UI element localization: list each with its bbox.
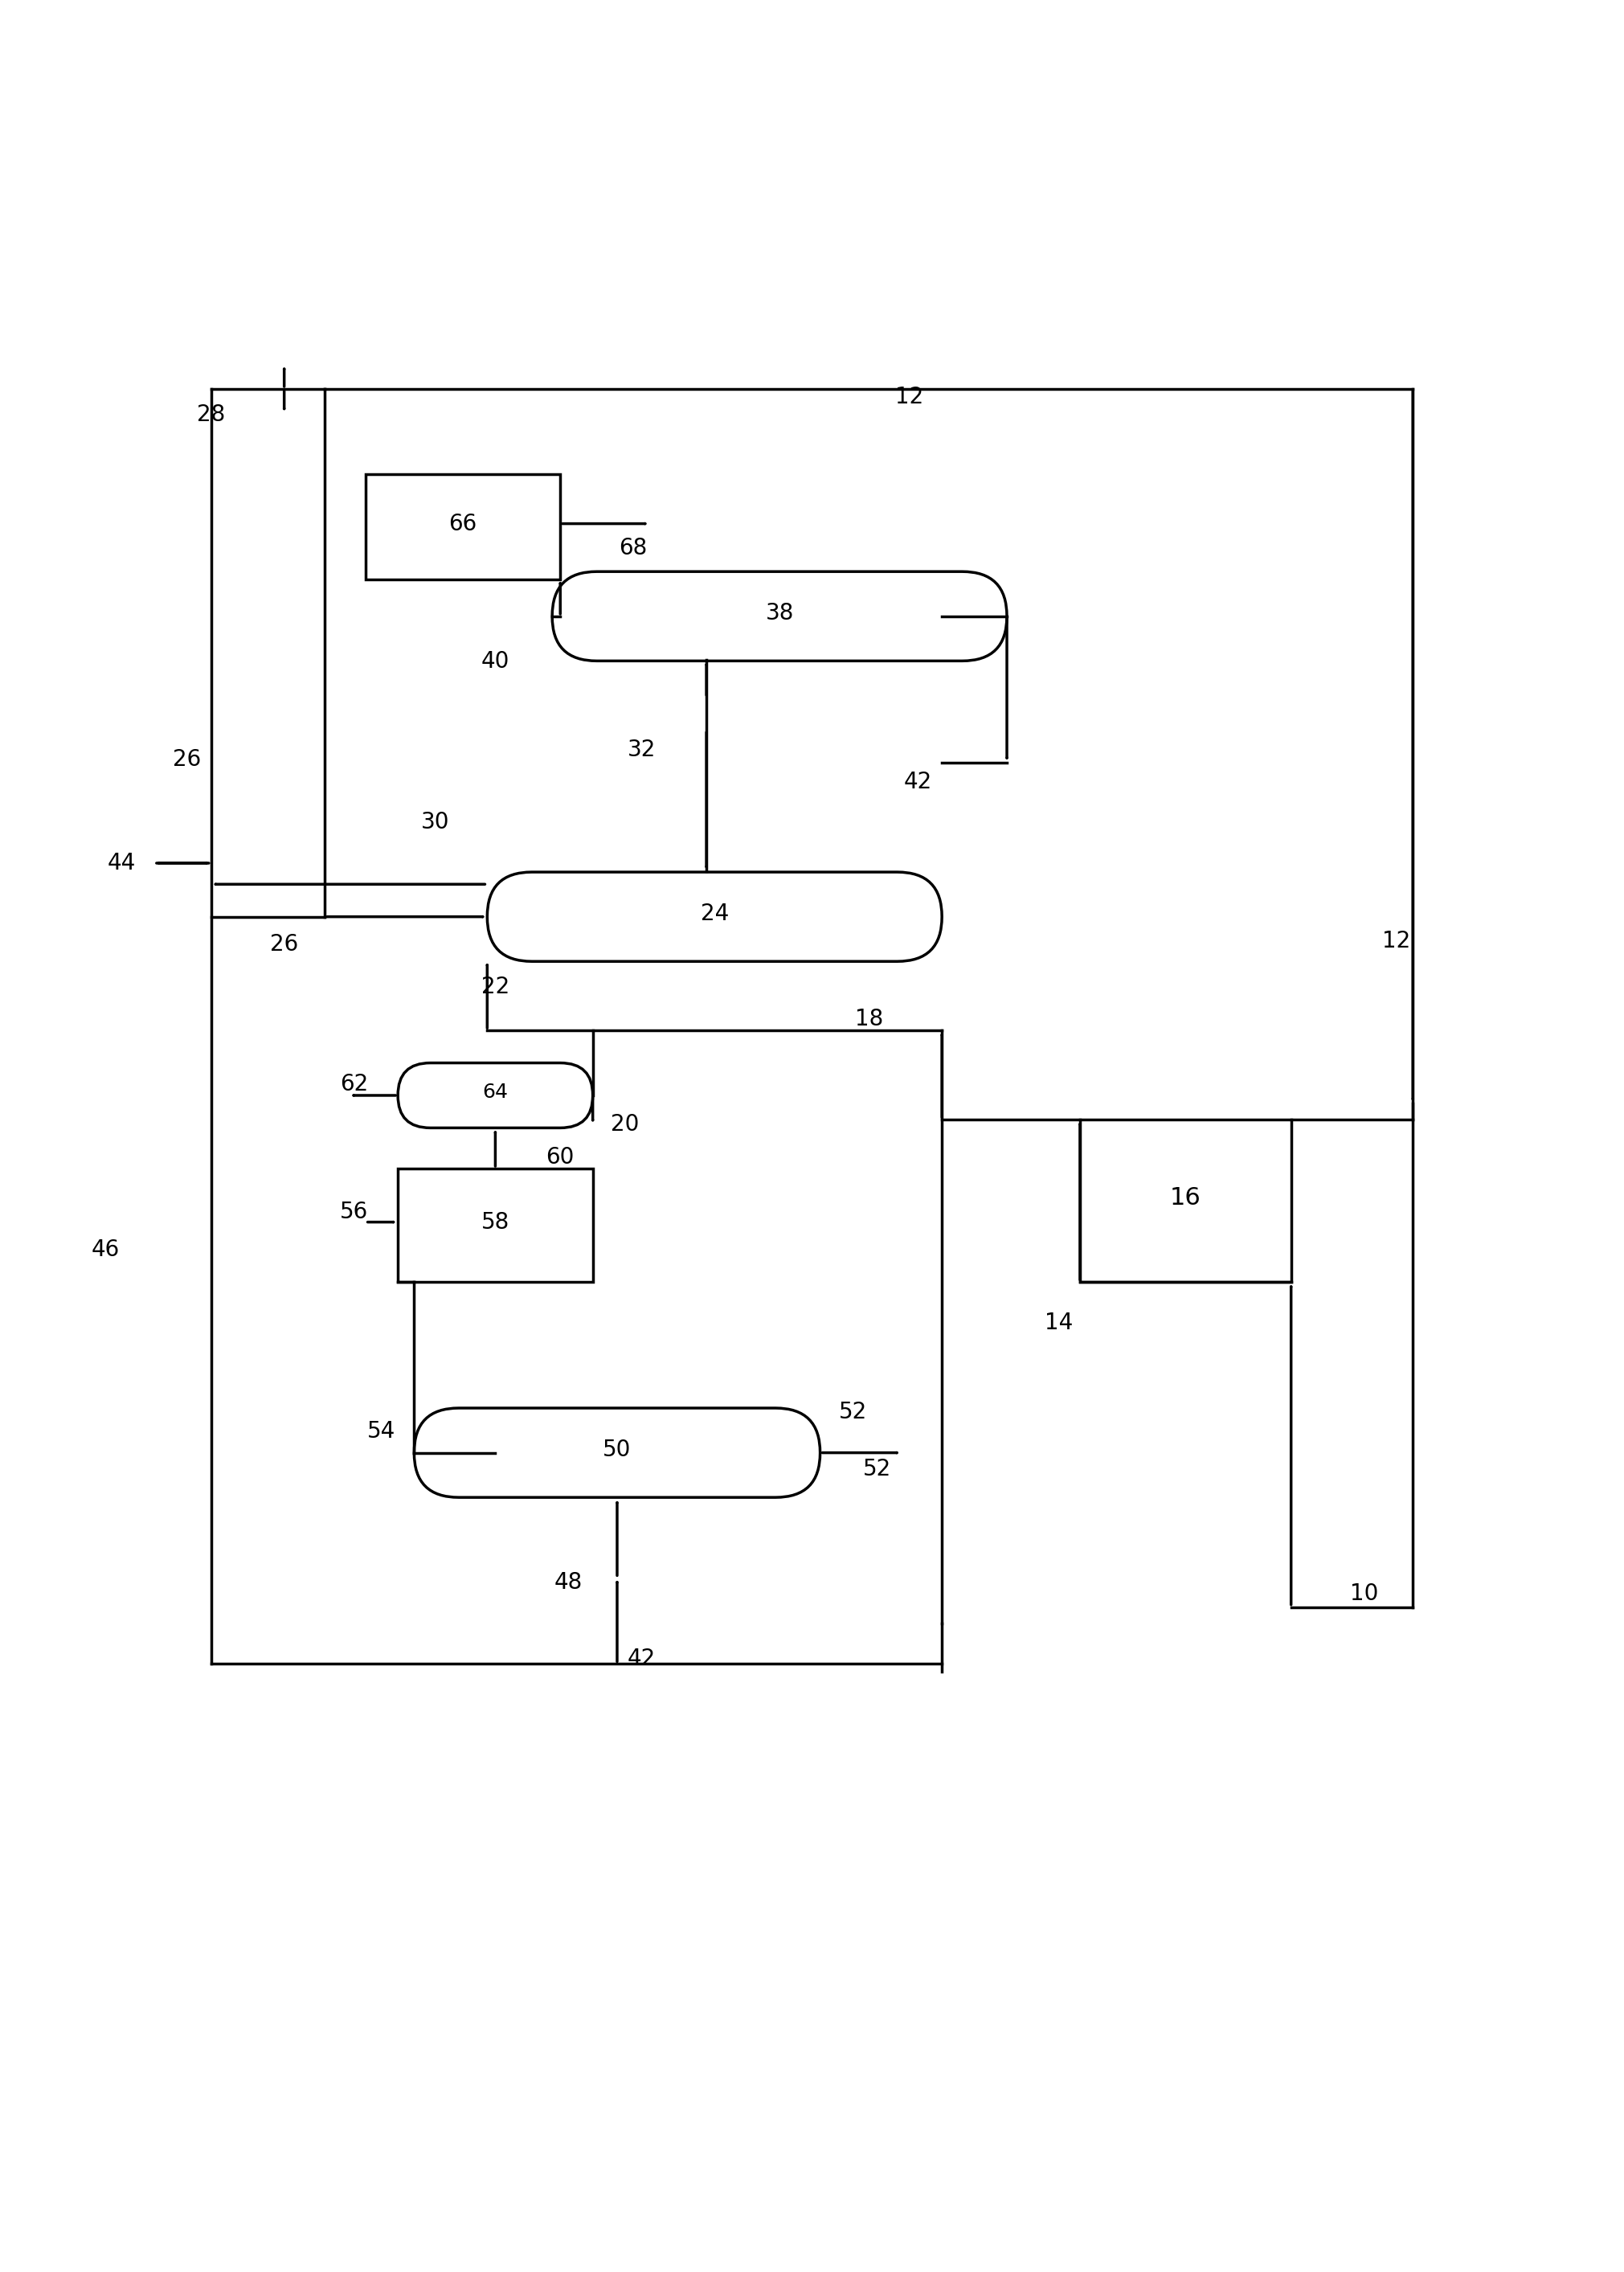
Text: 12: 12: [1382, 929, 1411, 952]
Text: 50: 50: [603, 1438, 632, 1461]
Text: 46: 46: [91, 1238, 120, 1261]
Text: 26: 26: [270, 934, 299, 957]
Text: 32: 32: [627, 738, 656, 761]
Text: 10: 10: [1350, 1584, 1379, 1606]
Bar: [398, 1168, 593, 1281]
Text: 56: 56: [339, 1202, 369, 1225]
Text: 16: 16: [1169, 1186, 1202, 1209]
Text: 68: 68: [619, 536, 648, 559]
FancyBboxPatch shape: [398, 1063, 593, 1127]
Text: 52: 52: [838, 1402, 867, 1422]
Text: 42: 42: [627, 1647, 656, 1670]
Text: 22: 22: [481, 975, 510, 997]
Text: 28: 28: [197, 404, 226, 427]
Text: 26: 26: [172, 747, 201, 770]
FancyBboxPatch shape: [487, 872, 942, 961]
FancyBboxPatch shape: [552, 573, 1007, 661]
Bar: [365, 475, 560, 579]
Text: 66: 66: [448, 513, 477, 534]
Text: 58: 58: [481, 1211, 510, 1234]
Text: 54: 54: [367, 1420, 396, 1443]
Text: 44: 44: [107, 852, 136, 875]
Text: 18: 18: [854, 1009, 883, 1029]
Bar: [1080, 1120, 1291, 1281]
Text: 62: 62: [339, 1072, 369, 1095]
Text: 52: 52: [862, 1459, 892, 1481]
Text: 14: 14: [1044, 1311, 1073, 1334]
Text: 40: 40: [481, 650, 510, 673]
Text: 64: 64: [482, 1081, 508, 1102]
Text: 30: 30: [421, 811, 450, 834]
Text: 60: 60: [546, 1145, 575, 1168]
Text: 48: 48: [554, 1572, 583, 1595]
Text: 12: 12: [895, 386, 924, 409]
Text: 24: 24: [700, 902, 729, 925]
Text: 42: 42: [903, 770, 932, 793]
FancyBboxPatch shape: [414, 1409, 820, 1497]
Text: 20: 20: [611, 1113, 640, 1136]
Text: 38: 38: [765, 602, 794, 625]
